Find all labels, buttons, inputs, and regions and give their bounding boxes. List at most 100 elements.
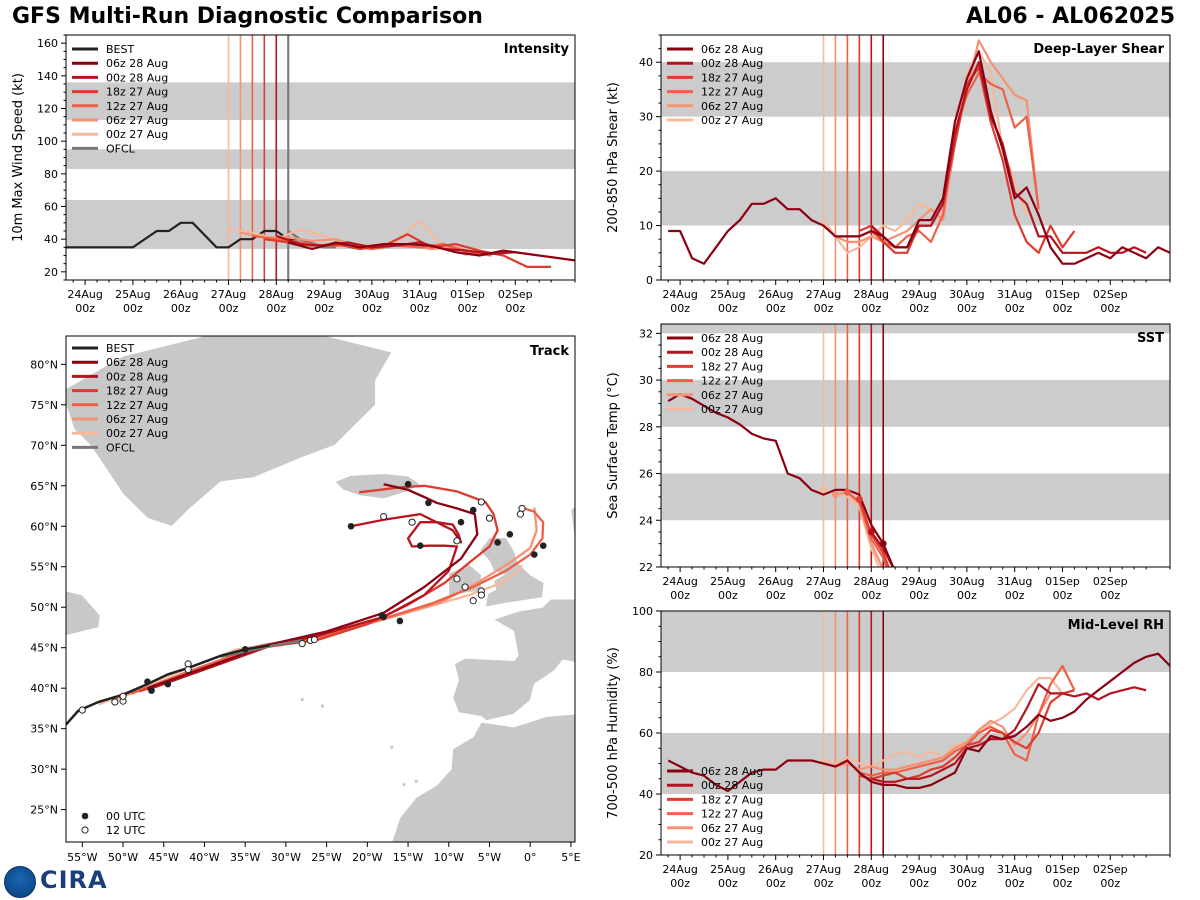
rh-xtick-label-8: 01Sep xyxy=(1045,863,1080,876)
intensity-xtick-sublabel-0: 00z xyxy=(75,302,95,315)
shear-band-0 xyxy=(661,171,1170,226)
track-point-00utc-0 xyxy=(144,678,151,685)
shear-ytick-label-0: 0 xyxy=(646,274,653,287)
rh-xtick-label-1: 25Aug xyxy=(710,863,745,876)
sst-ytick-label-4: 30 xyxy=(639,374,653,387)
shear-xtick-label-9: 02Sep xyxy=(1093,288,1128,301)
sst-xtick-label-3: 27Aug xyxy=(806,575,841,588)
shear-band-1 xyxy=(661,62,1170,117)
track-legend-label-4: 12z 27 Aug xyxy=(106,399,168,412)
track-point-12utc-18 xyxy=(111,698,119,706)
track-ofcl-line xyxy=(220,639,303,658)
rh-xtick-sublabel-1: 00z xyxy=(718,877,738,890)
sst-ytick-label-2: 26 xyxy=(639,468,653,481)
rh-xtick-sublabel-3: 00z xyxy=(814,877,834,890)
track-point-12utc-19 xyxy=(119,692,127,700)
rh-xtick-sublabel-4: 00z xyxy=(861,877,881,890)
rh-xtick-sublabel-6: 00z xyxy=(957,877,977,890)
track-point-12utc-16 xyxy=(477,498,485,506)
intensity-ytick-label-0: 20 xyxy=(44,266,58,279)
intensity-legend-label-6: 00z 27 Aug xyxy=(106,128,168,141)
sst-ytick-label-1: 24 xyxy=(639,514,653,527)
rh-ylabel: 700-500 hPa Humidity (%) xyxy=(606,647,621,819)
track-point-00utc-13 xyxy=(396,617,404,625)
rh-xtick-sublabel-2: 00z xyxy=(766,877,786,890)
norway-land xyxy=(570,505,575,543)
sst-marker-2 xyxy=(855,495,863,503)
intensity-xtick-sublabel-7: 00z xyxy=(410,302,430,315)
sst-xtick-label-6: 30Aug xyxy=(949,575,984,588)
intensity-ytick-label-1: 40 xyxy=(44,233,58,246)
track-point-00utc-5 xyxy=(416,542,424,549)
rh-chart: 2040608010024Aug00z25Aug00z26Aug00z27Aug… xyxy=(606,605,1171,890)
sst-chart: 22242628303224Aug00z25Aug00z26Aug00z27Au… xyxy=(606,323,1171,602)
track-plot-area xyxy=(66,336,575,842)
track-point-00utc-12 xyxy=(539,542,547,549)
shear-ytick-label-4: 40 xyxy=(639,56,653,69)
sst-marker-5 xyxy=(820,486,827,494)
shear-title: Deep-Layer Shear xyxy=(1033,42,1164,57)
intensity-xtick-sublabel-4: 00z xyxy=(266,302,286,315)
rh-xtick-label-6: 30Aug xyxy=(949,863,984,876)
rh-xtick-sublabel-9: 00z xyxy=(1100,877,1120,890)
track-legend-00utc-marker xyxy=(81,812,89,820)
noaa-logo-icon xyxy=(4,866,36,898)
track-legend-label-5: 06z 27 Aug xyxy=(106,413,168,426)
rh-xtick-label-4: 28Aug xyxy=(854,863,889,876)
track-point-00utc-8 xyxy=(347,522,355,530)
intensity-series-1 xyxy=(275,234,516,255)
shear-xtick-label-4: 28Aug xyxy=(854,288,889,301)
intensity-ytick-label-6: 140 xyxy=(37,70,58,83)
track-lon-label-1: 50°W xyxy=(108,851,138,864)
intensity-xtick-label-2: 26Aug xyxy=(163,288,198,301)
track-lon-label-6: 25°W xyxy=(311,851,341,864)
sst-xtick-sublabel-0: 00z xyxy=(670,589,690,602)
track-point-00utc-2 xyxy=(241,646,249,653)
intensity-ytick-label-4: 100 xyxy=(37,135,58,148)
shear-legend-label-1: 00z 28 Aug xyxy=(701,57,763,70)
sst-marker-4 xyxy=(832,491,839,498)
track-series-3 xyxy=(130,506,545,695)
shear-legend-label-4: 06z 27 Aug xyxy=(701,100,763,113)
island-land-1 xyxy=(320,704,325,708)
island-land-2 xyxy=(402,782,406,787)
sst-xtick-sublabel-2: 00z xyxy=(766,589,786,602)
shear-xtick-sublabel-2: 00z xyxy=(766,302,786,315)
track-lon-label-5: 30°W xyxy=(271,851,301,864)
shear-xtick-sublabel-7: 00z xyxy=(1005,302,1025,315)
shear-series-0 xyxy=(668,50,1170,265)
sst-xtick-sublabel-8: 00z xyxy=(1053,589,1073,602)
shear-xtick-sublabel-8: 00z xyxy=(1053,302,1073,315)
track-point-12utc-7 xyxy=(380,512,388,521)
shear-legend-label-5: 00z 27 Aug xyxy=(701,114,763,127)
sst-band-0 xyxy=(661,473,1170,521)
track-lon-label-7: 20°W xyxy=(352,851,382,864)
track-lon-label-9: 10°W xyxy=(434,851,464,864)
sst-legend-label-2: 18z 27 Aug xyxy=(701,360,763,373)
sst-ytick-label-0: 22 xyxy=(639,561,653,574)
intensity-xtick-sublabel-8: 00z xyxy=(458,302,478,315)
sst-marker-3 xyxy=(843,488,851,496)
rh-xtick-sublabel-0: 00z xyxy=(670,877,690,890)
sst-ylabel: Sea Surface Temp (°C) xyxy=(606,372,621,519)
rh-series-2 xyxy=(859,689,1075,780)
intensity-legend-label-7: OFCL xyxy=(106,142,136,155)
shear-xtick-sublabel-4: 00z xyxy=(861,302,881,315)
shear-xtick-label-8: 01Sep xyxy=(1045,288,1080,301)
rh-ytick-label-2: 60 xyxy=(639,727,653,740)
track-lon-label-2: 45°W xyxy=(149,851,179,864)
track-lon-label-10: 5°W xyxy=(478,851,501,864)
rh-legend-label-0: 06z 28 Aug xyxy=(701,765,763,778)
track-lon-label-12: 5°E xyxy=(561,851,580,864)
track-point-12utc-20 xyxy=(453,537,461,545)
rh-xtick-label-9: 02Sep xyxy=(1093,863,1128,876)
greenland-land xyxy=(66,336,393,527)
shear-xtick-label-3: 27Aug xyxy=(806,288,841,301)
intensity-legend-label-0: BEST xyxy=(106,43,134,56)
sst-xtick-sublabel-9: 00z xyxy=(1100,589,1120,602)
track-point-12utc-5 xyxy=(310,636,318,644)
track-legend-label-3: 18z 27 Aug xyxy=(106,385,168,398)
intensity-xtick-sublabel-6: 00z xyxy=(362,302,382,315)
sst-xtick-label-1: 25Aug xyxy=(710,575,745,588)
intensity-legend-label-3: 18z 27 Aug xyxy=(106,86,168,99)
